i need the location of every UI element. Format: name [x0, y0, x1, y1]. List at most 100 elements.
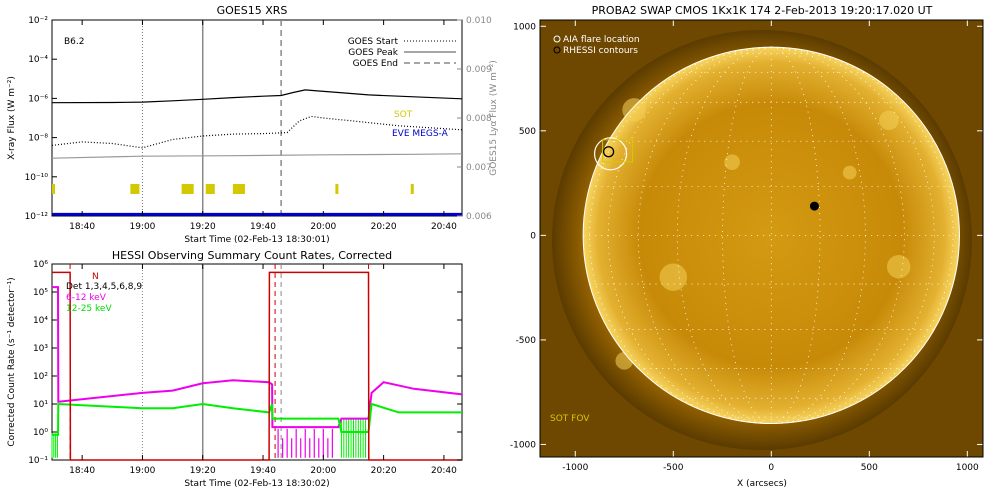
goes-y-tick-label: 10⁻¹²: [25, 212, 49, 222]
swap-x-tick-label: -500: [663, 463, 684, 473]
goes-x-tick-label: 18:40: [69, 222, 95, 232]
goes-sot-bar: [232, 184, 245, 194]
hessi-series-line: [52, 402, 462, 436]
hessi-legend-title: Det 1,3,4,5,6,8,9: [66, 282, 142, 292]
swap-x-tick-label: -1000: [562, 463, 588, 473]
goes-y-right-tick-label: 0.006: [466, 212, 492, 222]
solar-grid-line: [771, 46, 954, 424]
hessi-x-tick-label: 20:40: [431, 466, 457, 476]
swap-title: PROBA2 SWAP CMOS 1Kx1K 174 2-Feb-2013 19…: [592, 4, 933, 17]
solar-active-region: [659, 263, 688, 291]
goes-series-line: [51, 153, 463, 159]
solar-active-region: [615, 351, 634, 370]
aia-legend-marker: [553, 35, 561, 43]
goes-y-right-tick-label: 0.010: [466, 16, 492, 26]
goes-y-tick-label: 10⁻⁶: [28, 94, 48, 104]
hessi-x-tick-label: 20:20: [371, 466, 397, 476]
hessi-title: HESSI Observing Summary Count Rates, Cor…: [112, 249, 392, 262]
sot-fov-label: SOT FOV: [550, 414, 590, 424]
swap-y-tick-label: -1000: [510, 440, 536, 450]
solar-grid-line: [607, 46, 772, 424]
swap-marks: -1000 -500 0 500 1000 1000 500 0 -500 -1000: [510, 20, 983, 473]
swap-x-tick-label: 1000: [956, 463, 979, 473]
solar-grid: [583, 46, 960, 424]
rhessi-legend-marker: [553, 46, 561, 54]
solar-grid-line: [722, 46, 772, 424]
aia-flare-location: [593, 137, 628, 171]
goes-x-tick-label: 20:40: [431, 222, 457, 232]
hessi-legend-6-12: 6-12 keV: [66, 293, 107, 303]
goes-marks: 18:40 19:00 19:20 19:40 20:00 20:20 20:40 10⁻² 1…: [25, 16, 492, 232]
goes-xlabel: Start Time (02-Feb-13 18:30:01): [184, 235, 329, 245]
hessi-y-tick-label: 10⁰: [33, 428, 48, 438]
hessi-x-tick-label: 20:00: [310, 466, 336, 476]
goes-series-line: [51, 89, 463, 104]
goes-x-tick-label: 20:00: [310, 222, 336, 232]
swap-xlabel: X (arcsecs): [737, 479, 787, 489]
goes-y-right-tick-label: 0.007: [466, 163, 492, 173]
goes-y-tick-label: 10⁻¹⁰: [25, 173, 49, 183]
goes-sot-label: SOT: [394, 110, 413, 120]
goes-y-tick-label: 10⁻⁸: [28, 134, 48, 144]
sot-fov-box: [602, 139, 634, 163]
goes-legend-start: GOES Start: [348, 37, 399, 47]
goes-sot-bar: [52, 184, 56, 194]
goes-legend-end: GOES End: [353, 59, 398, 69]
hessi-y-tick-label: 10¹: [33, 400, 48, 410]
hessi-y-tick-label: 10²: [33, 372, 48, 382]
hessi-marks: 18:40 19:00 19:20 19:40 20:00 20:20 20:40 10⁶ 10…: [28, 260, 463, 476]
hessi-panel: HESSI Observing Summary Count Rates, Cor…: [7, 249, 463, 489]
goes-x-tick-label: 20:20: [371, 222, 397, 232]
goes-panel: GOES15 XRS 18:40 19:00 19:20 19:40 20:00 20:2…: [7, 4, 499, 245]
solar-grid-line: [637, 46, 772, 424]
swap-y-tick-label: 500: [519, 127, 536, 137]
hessi-x-tick-label: 19:00: [129, 466, 155, 476]
swap-legend: AIA flare location RHESSI contours: [553, 35, 640, 56]
hessi-xlabel: Start Time (02-Feb-13 18:30:02): [184, 479, 329, 489]
goes-sot-bar: [130, 184, 140, 194]
solar-active-region: [842, 165, 857, 180]
goes-level-label: B6.2: [64, 37, 85, 47]
goes-x-tick-label: 19:00: [129, 222, 155, 232]
aia-legend-label: AIA flare location: [563, 35, 640, 45]
hessi-ylabel: Corrected Count Rate (s⁻¹ detector⁻¹): [7, 277, 17, 446]
goes-sot-bar: [410, 184, 414, 194]
swap-y-tick-label: 1000: [513, 22, 536, 32]
goes-sot-bar: [335, 184, 339, 194]
solar-grid-line: [771, 46, 905, 424]
goes-title: GOES15 XRS: [217, 4, 288, 17]
solar-active-region: [622, 98, 646, 122]
goes-y-tick-label: 10⁻⁴: [28, 55, 48, 65]
hessi-y-tick-label: 10⁻¹: [28, 456, 48, 466]
solar-active-region: [886, 254, 911, 279]
rhessi-contour: [809, 201, 819, 211]
goes-legend: GOES Start GOES Peak GOES End: [348, 37, 456, 69]
swap-frame: [539, 19, 984, 458]
hessi-legend-12-25: 12-25 keV: [66, 304, 112, 314]
hessi-y-tick-label: 10³: [33, 344, 48, 354]
hessi-y-tick-label: 10⁵: [33, 288, 48, 298]
goes-ylabel-right: GOES15 Lyα Flux (W m⁻²): [489, 60, 499, 176]
hessi-x-tick-label: 19:20: [190, 466, 216, 476]
goes-legend-peak: GOES Peak: [348, 48, 398, 58]
goes-x-tick-label: 19:40: [250, 222, 276, 232]
solar-grid-line: [771, 46, 935, 424]
hessi-plot-frame: [51, 263, 463, 461]
goes-sot-bar: [205, 184, 215, 194]
goes-eve-label: EVE MEGS-A: [392, 129, 449, 139]
swap-x-tick-label: 500: [861, 463, 878, 473]
swap-y-tick-label: -500: [516, 336, 537, 346]
hessi-flag-label: N: [92, 272, 99, 282]
hessi-x-tick-label: 19:40: [250, 466, 276, 476]
swap-x-tick-label: 0: [768, 463, 774, 473]
goes-x-tick-label: 19:20: [190, 222, 216, 232]
goes-y-right-tick-label: 0.009: [466, 65, 492, 75]
solar-grid-line: [771, 46, 821, 424]
solar-active-region: [879, 110, 899, 131]
swap-panel: PROBA2 SWAP CMOS 1Kx1K 174 2-Feb-2013 19…: [510, 4, 984, 489]
hessi-series-line: [52, 271, 462, 461]
hessi-y-tick-label: 10⁶: [33, 260, 48, 270]
solar-active-region: [724, 154, 740, 171]
goes-sot-bar: [181, 184, 194, 194]
